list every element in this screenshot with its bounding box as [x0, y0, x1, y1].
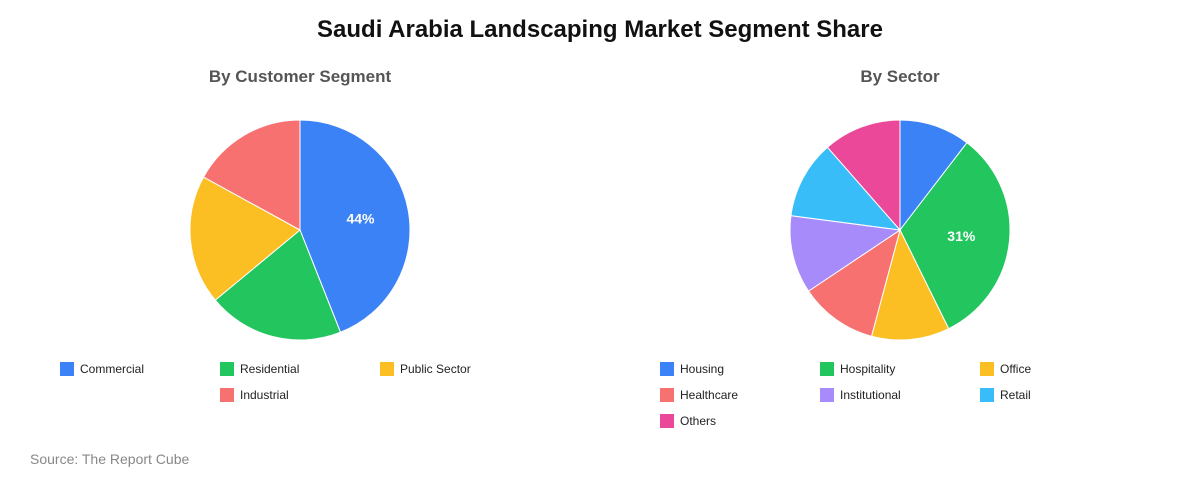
pie-slice-office — [870, 228, 950, 341]
pie-slice-residential — [214, 229, 342, 341]
legend-swatch — [60, 362, 74, 376]
legend-swatch — [820, 362, 834, 376]
legend-label: Residential — [240, 362, 300, 376]
pie-title-sector: By Sector — [860, 67, 940, 86]
legend-item-healthcare: Healthcare — [660, 387, 820, 403]
pie-chart-sector: 31% — [789, 119, 1011, 341]
pie-slice-housing — [899, 119, 968, 232]
legend-swatch — [660, 388, 674, 402]
pie-slice-others — [826, 119, 901, 232]
pie-title-customer-segment: By Customer Segment — [208, 67, 392, 86]
pie-slice-public-sector — [189, 176, 301, 301]
legend-label: Others — [680, 414, 717, 428]
pie-slice-commercial — [299, 119, 411, 333]
legend-swatch — [380, 362, 394, 376]
legend-item-office: Office — [980, 361, 1140, 377]
legend-item-others: Others — [660, 413, 820, 429]
legend-sector: Housing Hospitality Office Healthcare Instit… — [660, 361, 1140, 429]
legend-label: Commercial — [80, 362, 145, 376]
legend-item-public-sector: Public Sector — [380, 361, 540, 377]
source-note: Source: The Report Cube — [30, 451, 190, 467]
legend-customer-segment: Commercial Residential Public Sector Indust… — [60, 361, 540, 403]
legend-swatch — [220, 388, 234, 402]
legend-item-commercial: Commercial — [60, 361, 220, 377]
legend-swatch — [820, 388, 834, 402]
legend-item-industrial: Industrial — [220, 387, 380, 403]
legend-swatch — [980, 388, 994, 402]
legend-swatch — [660, 362, 674, 376]
legend-swatch — [980, 362, 994, 376]
legend-item-retail: Retail — [980, 387, 1140, 403]
legend-item-housing: Housing — [660, 361, 820, 377]
legend-swatch — [220, 362, 234, 376]
pie-slice-healthcare — [807, 228, 901, 337]
legend-label: Institutional — [840, 388, 901, 402]
pie-slice-retail — [790, 146, 902, 231]
pie-chart-customer-segment: 44% — [189, 119, 411, 341]
legend-label: Retail — [1000, 388, 1031, 402]
pie-slice-institutional — [789, 215, 902, 292]
chart-title: Saudi Arabia Landscaping Market Segment … — [317, 16, 883, 43]
pie-slice-industrial — [202, 119, 301, 231]
slice-label-hospitality: 31% — [947, 228, 976, 244]
legend-swatch — [660, 414, 674, 428]
slice-label-commercial: 44% — [346, 210, 375, 226]
legend-label: Industrial — [240, 388, 289, 402]
legend-label: Public Sector — [400, 362, 471, 376]
legend-label: Healthcare — [680, 388, 739, 402]
legend-label: Office — [1000, 362, 1032, 376]
legend-item-institutional: Institutional — [820, 387, 980, 403]
legend-item-residential: Residential — [220, 361, 380, 377]
legend-label: Hospitality — [840, 362, 896, 376]
legend-label: Housing — [680, 362, 725, 376]
legend-item-hospitality: Hospitality — [820, 361, 980, 377]
pie-slice-hospitality — [899, 142, 1011, 330]
